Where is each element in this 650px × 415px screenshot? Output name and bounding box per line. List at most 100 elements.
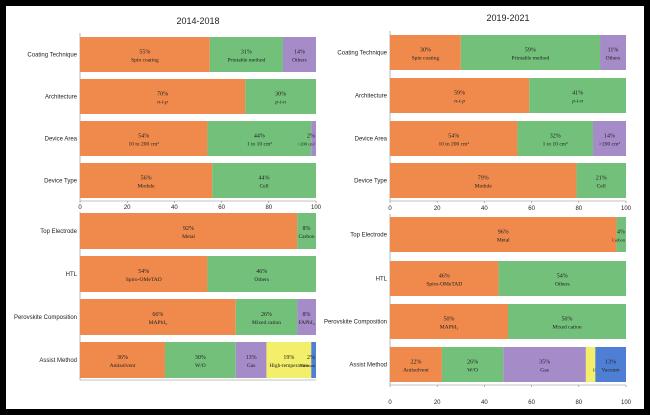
segment-value-label: 46% xyxy=(439,274,450,280)
segment-value-label: 19% xyxy=(283,355,294,361)
bar-row-coating-technique: Coating Technique 55% Spin coating 31% Print… xyxy=(27,37,316,72)
segment-value-label: 30% xyxy=(420,48,431,54)
bar-segment-high-temperature xyxy=(585,347,596,382)
bar-segment-carbon xyxy=(616,217,626,252)
bar-segment-others xyxy=(282,37,316,72)
category-label: Top Electrode xyxy=(350,233,387,239)
bar-segment-printable-method xyxy=(460,35,601,70)
segment-value-label: 22% xyxy=(410,360,421,366)
x-tick-label: 0 xyxy=(78,205,82,211)
segment-category-label: Carbon xyxy=(298,234,314,240)
x-tick-label: 40 xyxy=(481,206,488,212)
x-tick-label: 40 xyxy=(481,400,488,406)
segment-category-label: W/O xyxy=(467,368,478,374)
bar-segment-fapbi xyxy=(297,299,316,335)
segment-category-label: Others xyxy=(555,282,570,288)
segment-category-label: Antisolvent xyxy=(110,363,136,369)
segment-category-label: Cell xyxy=(597,184,607,190)
category-label: Perovskite Composition xyxy=(324,320,387,326)
bar-segment-metal xyxy=(390,217,617,252)
segment-category-label: Others xyxy=(292,58,307,64)
segment-value-label: 4% xyxy=(617,230,625,236)
segment-category-label: Carbon xyxy=(612,238,626,243)
segment-value-label: 32% xyxy=(550,134,561,140)
bar-row-perovskite-composition: Perovskite Composition 50% MAPbI₃ 50% Mixed … xyxy=(324,304,626,339)
bar-row-device-type: Device Type 56% Module 44% Cell xyxy=(44,163,316,198)
segment-category-label: Spiro-OMeTAD xyxy=(126,277,162,283)
x-tick-label: 20 xyxy=(434,206,441,212)
segment-value-label: 26% xyxy=(261,312,272,318)
bar-row-coating-technique: Coating Technique 30% Spin coating 59% Print… xyxy=(337,35,626,70)
chart-title: 2019-2021 xyxy=(486,13,529,23)
x-tick-label: 40 xyxy=(171,205,178,211)
segment-value-label: 14% xyxy=(604,134,615,140)
segment-category-label: 1 to 10 cm² xyxy=(543,142,568,148)
bar-row-assist-method: Assist Method 36% Antisolvent 30% W/O 13% Gas 1… xyxy=(39,342,316,378)
segment-value-label: 26% xyxy=(467,360,478,366)
segment-category-label: Spin coating xyxy=(412,56,440,62)
segment-value-label: 13% xyxy=(605,360,616,366)
bar-row-device-area: Device Area 54% 10 to 200 cm² 32% 1 to 10 cm… xyxy=(355,121,626,156)
bar-segment-metal xyxy=(80,213,298,249)
x-tick-label: 80 xyxy=(575,400,582,406)
bar-row-device-type: Device Type 79% Module 21% Cell xyxy=(354,163,626,198)
bar-segment-mixed-cation xyxy=(508,304,626,339)
segment-value-label: 50% xyxy=(444,317,455,323)
segment-value-label: 35% xyxy=(539,360,550,366)
chart-panel-2: Top Electrode 92% Metal 8% Carbon HTL 54% Spiro… xyxy=(14,212,316,381)
segment-category-label: Printable method xyxy=(228,58,266,64)
bar-segment-printable-method xyxy=(209,37,283,72)
segment-value-label: 92% xyxy=(183,226,194,232)
segment-category-label: High-temperature xyxy=(269,363,309,369)
segment-category-label: Vacuum xyxy=(300,363,315,368)
segment-category-label: Gas xyxy=(247,363,256,369)
segment-category-label: >200 cm² xyxy=(599,142,620,148)
category-label: Assist Method xyxy=(39,358,77,364)
bar-segment-10-to-200-cm xyxy=(390,121,518,156)
bar-segment-p-i-n xyxy=(245,79,316,114)
segment-value-label: 50% xyxy=(562,317,573,323)
bar-segment-vacuum xyxy=(311,342,316,378)
x-tick-label: 60 xyxy=(528,206,535,212)
bar-segment-1-to-10-cm xyxy=(207,121,312,156)
segment-value-label: 21% xyxy=(596,176,607,182)
category-label: Coating Technique xyxy=(27,53,77,59)
x-tick-label: 20 xyxy=(434,400,441,406)
bar-row-device-area: Device Area 54% 10 to 200 cm² 44% 1 to 10 cm… xyxy=(45,121,316,156)
chart-title: 2014-2018 xyxy=(176,16,219,26)
x-tick-label: 100 xyxy=(621,400,632,406)
segment-value-label: 44% xyxy=(254,134,265,140)
bar-segment-n-i-p xyxy=(390,78,530,113)
segment-value-label: 56% xyxy=(141,176,152,182)
bar-segment-spin-coating xyxy=(80,37,210,72)
segment-value-label: 30% xyxy=(195,355,206,361)
bar-segment-spiro-ometad xyxy=(390,261,499,296)
category-label: HTL xyxy=(376,277,388,283)
segment-category-label: Others xyxy=(254,277,269,283)
category-label: Top Electrode xyxy=(40,229,77,235)
segment-category-label: n-i-p xyxy=(454,99,465,105)
x-tick-label: 20 xyxy=(124,205,131,211)
bar-segment-n-i-p xyxy=(80,79,246,114)
segment-category-label: Mixed cation xyxy=(252,320,281,326)
x-tick-label: 100 xyxy=(621,206,632,212)
chart-panel-1: 2014-2018 Coating Technique 55% Spin coatin… xyxy=(27,16,321,211)
x-tick-label: 60 xyxy=(218,205,225,211)
x-tick-label: 0 xyxy=(388,400,392,406)
segment-category-label: W/O xyxy=(195,363,206,369)
category-label: Device Type xyxy=(354,179,388,185)
bar-row-top-electrode: Top Electrode 96% Metal 4% Carbon xyxy=(350,217,626,252)
bar-segment-w-o xyxy=(441,347,504,382)
segment-value-label: 31% xyxy=(241,50,252,56)
figure-background xyxy=(6,6,644,409)
segment-category-label: Gas xyxy=(540,368,549,374)
bar-segment-10-to-200-cm xyxy=(80,121,208,156)
segment-value-label: 11% xyxy=(608,48,619,54)
segment-value-label: 41% xyxy=(572,91,583,97)
x-tick-label: 0 xyxy=(388,206,392,212)
chart-panel-4: Top Electrode 96% Metal 4% Carbon HTL 46% Spiro… xyxy=(324,214,632,406)
segment-category-label: p-i-n xyxy=(571,99,583,105)
bar-row-architecture: Architecture 59% n-i-p 41% p-i-n xyxy=(355,78,626,113)
